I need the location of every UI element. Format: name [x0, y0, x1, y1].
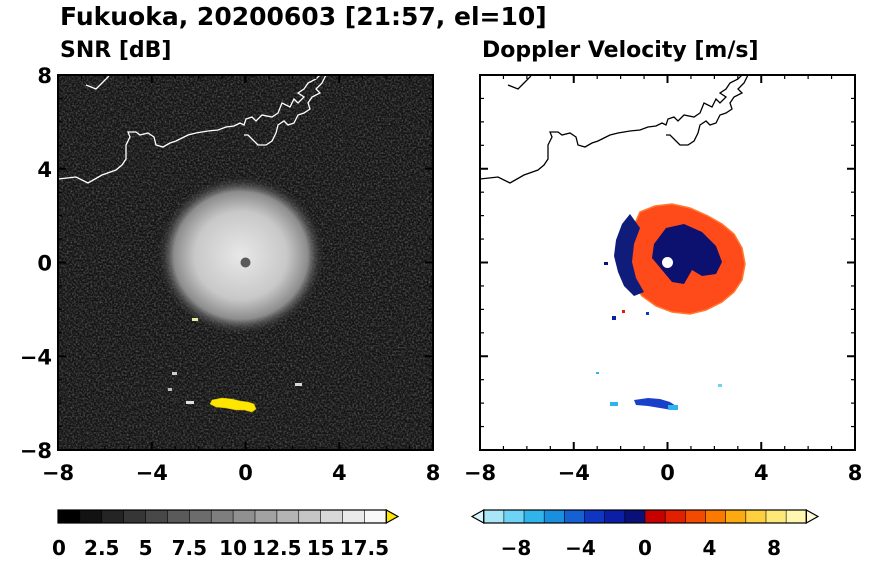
velocity-panel-title: Doppler Velocity [m/s] — [482, 38, 759, 63]
snr-xtick-label: −8 — [42, 461, 74, 485]
snr-colorbar-tick-label: 5 — [139, 536, 153, 560]
snr-xtick-label: 4 — [332, 461, 347, 485]
velocity-xtick-label: 4 — [754, 461, 769, 485]
snr-colorbar-swatch — [58, 510, 81, 523]
snr-strong-echo — [209, 397, 257, 413]
snr-colorbar-swatch — [79, 510, 103, 523]
velocity-colorbar-swatch — [745, 510, 767, 523]
velocity-xtick-label: 0 — [660, 461, 675, 485]
snr-colorbar-tick-label: 0 — [52, 536, 66, 560]
velocity-colorbar-swatch — [584, 510, 605, 523]
snr-colorbar-tick-label: 15 — [307, 536, 335, 560]
figure-title: Fukuoka, 20200603 [21:57, el=10] — [60, 2, 547, 31]
snr-colorbar-tick-label: 17.5 — [340, 536, 389, 560]
snr-ytick-label: 4 — [37, 158, 52, 182]
snr-colorbar-swatch — [101, 510, 124, 523]
velocity-approaching-band — [634, 398, 676, 410]
snr-ytick-label: 8 — [37, 64, 52, 88]
snr-colorbar-swatch — [123, 510, 146, 523]
snr-panel: SNR [dB] −8 −4 0 4 8 8 4 0 −4 −8 — [20, 38, 441, 485]
velocity-colorbar-swatch — [624, 510, 646, 523]
velocity-colorbar-under-triangle — [470, 508, 485, 525]
velocity-colorbar-swatch — [786, 510, 807, 523]
velocity-colorbar-swatch — [765, 510, 787, 523]
snr-ticks: −8 −4 0 4 8 8 4 0 −4 −8 — [20, 64, 441, 485]
snr-ytick-label: 0 — [37, 252, 52, 276]
velocity-colorbar-over-triangle — [805, 508, 820, 525]
velocity-colorbar-swatch — [725, 510, 747, 523]
snr-colorbar-tick-label: 7.5 — [172, 536, 207, 560]
snr-ytick-label: −4 — [20, 345, 52, 369]
velocity-colorbar-tick-label: −8 — [501, 536, 532, 560]
snr-colorbar-swatch — [298, 510, 321, 523]
velocity-colorbar-swatch — [604, 510, 626, 523]
velocity-colorbar-tick-label: −4 — [565, 536, 596, 560]
velocity-colorbar-swatch — [524, 510, 545, 523]
snr-ytick-label: −8 — [20, 439, 52, 463]
velocity-colorbar-swatch — [544, 510, 565, 523]
snr-coastline — [58, 75, 327, 184]
velocity-ticks: −8 −4 0 4 8 — [464, 74, 863, 485]
velocity-approaching-fringe — [614, 214, 644, 296]
snr-radar-site — [240, 257, 251, 268]
snr-xtick-label: 8 — [426, 461, 441, 485]
snr-colorbar-swatch — [276, 510, 300, 523]
snr-colorbar: 0 2.5 5 7.5 10 12.5 15 17.5 — [52, 508, 400, 560]
snr-colorbar-frame — [57, 509, 387, 524]
snr-colorbar-tick-label: 10 — [219, 536, 247, 560]
snr-colorbar-swatch — [167, 510, 190, 523]
snr-colorbar-over-triangle — [385, 508, 400, 525]
snr-colorbar-swatch — [342, 510, 365, 523]
velocity-scattered-echoes — [596, 262, 722, 387]
velocity-colorbar-swatch — [564, 510, 585, 523]
snr-panel-title: SNR [dB] — [60, 38, 171, 63]
snr-scattered-echoes — [168, 318, 302, 404]
velocity-colorbar-swatch — [685, 510, 706, 523]
velocity-colorbar-swatch — [645, 510, 666, 523]
snr-colorbar-swatch — [233, 510, 256, 523]
velocity-xtick-label: −8 — [464, 461, 496, 485]
snr-echo-disc — [157, 175, 325, 336]
snr-xtick-label: −4 — [136, 461, 168, 485]
snr-xtick-label: 0 — [238, 461, 253, 485]
velocity-colorbar-swatch — [503, 510, 525, 523]
snr-colorbar-swatch — [254, 510, 278, 523]
velocity-colorbar-tick-label: 8 — [767, 536, 781, 560]
snr-colorbar-tick-label: 2.5 — [84, 536, 119, 560]
velocity-xtick-label: −4 — [558, 461, 590, 485]
velocity-colorbar-swatch — [705, 510, 726, 523]
velocity-xtick-label: 8 — [848, 461, 863, 485]
snr-colorbar-swatch — [320, 510, 343, 523]
snr-colorbar-swatch — [145, 510, 168, 523]
snr-colorbar-swatch — [364, 510, 387, 523]
snr-colorbar-swatch — [211, 510, 234, 523]
velocity-approaching-core — [652, 224, 722, 284]
velocity-colorbar: −8 −4 0 4 8 — [470, 508, 820, 560]
velocity-colorbar-tick-label: 0 — [638, 536, 652, 560]
velocity-colorbar-swatch — [665, 510, 686, 523]
velocity-coastline — [480, 75, 749, 184]
velocity-band-edge-right — [668, 405, 678, 410]
velocity-panel: Doppler Velocity [m/s] −8 −4 0 4 8 — [464, 38, 862, 485]
velocity-band-edge-left — [610, 402, 618, 406]
velocity-colorbar-swatch — [483, 510, 505, 523]
snr-colorbar-tick-label: 12.5 — [252, 536, 301, 560]
snr-colorbar-swatch — [189, 510, 212, 523]
velocity-colorbar-tick-label: 4 — [703, 536, 717, 560]
velocity-radar-site — [662, 257, 673, 268]
